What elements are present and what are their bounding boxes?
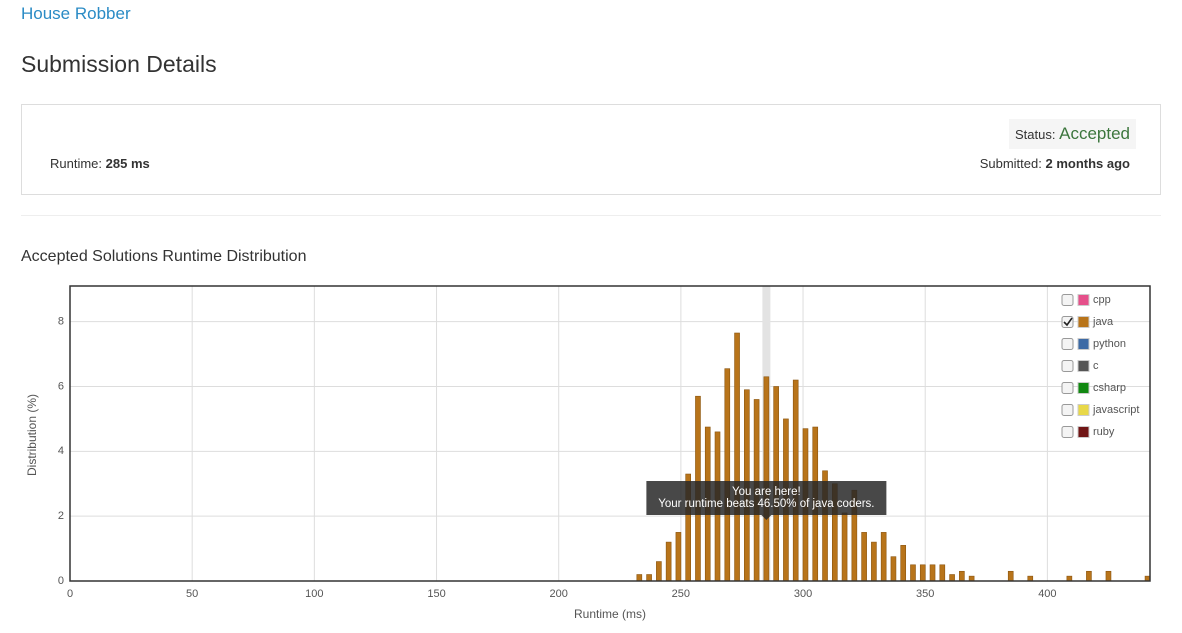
legend-swatch bbox=[1077, 426, 1090, 438]
legend-checkbox[interactable] bbox=[1061, 404, 1074, 416]
legend-item[interactable]: javascript bbox=[1061, 404, 1139, 416]
x-axis-label: Runtime (ms) bbox=[574, 607, 646, 621]
tooltip-text: Your runtime beats 46.50% of java coders… bbox=[658, 498, 874, 510]
bar bbox=[919, 564, 926, 582]
legend-label: cpp bbox=[1093, 294, 1111, 306]
bar bbox=[656, 561, 662, 582]
bar bbox=[939, 564, 946, 582]
legend-checkbox[interactable] bbox=[1061, 294, 1074, 306]
bar bbox=[763, 376, 770, 582]
legend-item[interactable]: csharp bbox=[1061, 382, 1126, 394]
bar bbox=[871, 541, 877, 582]
bar bbox=[1007, 570, 1014, 582]
bar bbox=[792, 379, 799, 582]
legend-checkbox[interactable] bbox=[1061, 360, 1074, 372]
runtime-value: 285 ms bbox=[105, 156, 150, 171]
legend-checkmark bbox=[1063, 317, 1073, 327]
bar bbox=[734, 332, 740, 582]
problem-link[interactable]: House Robber bbox=[21, 4, 131, 23]
bar bbox=[636, 574, 643, 582]
legend-checkbox[interactable] bbox=[1061, 426, 1074, 438]
legend-label: java bbox=[1092, 316, 1114, 328]
summary-box bbox=[21, 104, 1161, 195]
status: Status: Accepted bbox=[1009, 119, 1136, 149]
x-tick-label: 200 bbox=[550, 588, 568, 600]
tooltip-text: You are here! bbox=[732, 486, 801, 498]
x-tick-label: 0 bbox=[67, 588, 73, 600]
bar bbox=[675, 532, 682, 582]
y-tick-label: 4 bbox=[58, 445, 64, 457]
legend-item[interactable]: c bbox=[1061, 360, 1099, 372]
x-tick-label: 150 bbox=[427, 588, 445, 600]
chart-title: Accepted Solutions Runtime Distribution bbox=[21, 248, 307, 265]
legend-label: javascript bbox=[1092, 404, 1139, 416]
legend-checkbox[interactable] bbox=[1061, 338, 1074, 350]
status-label: Status: bbox=[1015, 127, 1056, 142]
bar bbox=[880, 532, 887, 582]
legend-swatch bbox=[1077, 404, 1090, 416]
y-tick-label: 2 bbox=[58, 510, 64, 522]
bar bbox=[841, 512, 848, 582]
chart: Runtime (ms) Distribution (%) 0 2 4 6 8 0 50 10… bbox=[25, 285, 1151, 621]
legend-item[interactable]: python bbox=[1061, 338, 1126, 350]
tooltip-box bbox=[646, 481, 887, 515]
divider bbox=[21, 215, 1161, 216]
plot-frame bbox=[69, 285, 1151, 582]
legend-label: ruby bbox=[1093, 426, 1115, 438]
y-tick-label: 6 bbox=[58, 380, 64, 392]
submitted-value: 2 months ago bbox=[1045, 156, 1130, 171]
legend-swatch bbox=[1077, 382, 1090, 394]
bar bbox=[929, 564, 936, 582]
bar bbox=[1105, 570, 1112, 582]
bar bbox=[959, 570, 965, 582]
legend-item[interactable]: java bbox=[1061, 316, 1114, 328]
y-tick-label: 8 bbox=[58, 316, 64, 328]
bar bbox=[724, 368, 731, 582]
x-tick-label: 350 bbox=[916, 588, 934, 600]
submitted-label: Submitted: bbox=[979, 156, 1042, 171]
legend-swatch bbox=[1077, 338, 1090, 350]
bar bbox=[1086, 570, 1092, 582]
tooltip: You are here!Your runtime beats 46.50% o… bbox=[646, 481, 887, 520]
legend-checkbox[interactable] bbox=[1061, 382, 1074, 394]
x-tick-label: 100 bbox=[305, 588, 323, 600]
legend-swatch bbox=[1077, 360, 1090, 372]
y-tick-label: 0 bbox=[58, 575, 64, 587]
submitted: Submitted: 2 months ago bbox=[980, 156, 1130, 171]
y-axis-label: Distribution (%) bbox=[25, 394, 39, 476]
legend-item[interactable]: ruby bbox=[1061, 426, 1115, 438]
legend-swatch bbox=[1077, 316, 1090, 328]
legend-label: csharp bbox=[1093, 382, 1126, 394]
bar bbox=[646, 574, 652, 582]
x-tick-label: 50 bbox=[186, 588, 198, 600]
x-tick-label: 400 bbox=[1038, 588, 1056, 600]
runtime: Runtime: 285 ms bbox=[50, 156, 150, 171]
bar bbox=[900, 545, 907, 582]
runtime-label: Runtime: bbox=[50, 156, 103, 171]
bar bbox=[910, 564, 916, 582]
legend-label: python bbox=[1093, 338, 1126, 350]
bar bbox=[949, 574, 955, 582]
tooltip-arrow bbox=[761, 515, 772, 520]
plot-area bbox=[70, 286, 1150, 581]
legend-item[interactable]: cpp bbox=[1061, 294, 1111, 306]
x-tick-label: 250 bbox=[672, 588, 690, 600]
x-tick-label: 300 bbox=[794, 588, 812, 600]
bar bbox=[861, 532, 867, 582]
bar bbox=[665, 541, 672, 582]
legend-swatch bbox=[1077, 294, 1090, 306]
bar bbox=[890, 556, 897, 582]
heading: Submission Details bbox=[21, 51, 217, 77]
status-value: Accepted bbox=[1059, 124, 1130, 143]
legend-label: c bbox=[1093, 360, 1099, 372]
